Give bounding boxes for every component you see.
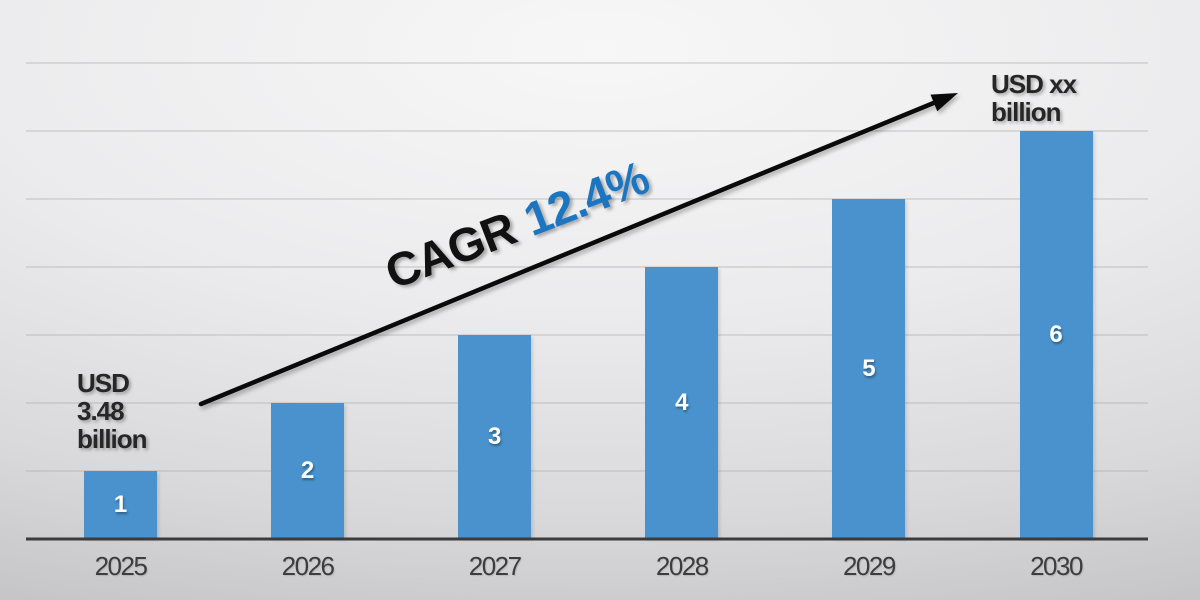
first-bar-value-annotation: USD 3.48 billion <box>77 368 148 454</box>
cagr-annotation: CAGR12.4% <box>378 150 656 299</box>
annotation-line: 3.48 <box>77 396 125 426</box>
bar-value-label: 6 <box>1049 320 1063 348</box>
bar: 6 <box>1019 131 1093 538</box>
bar: 2 <box>271 403 345 538</box>
x-tick-label: 2029 <box>842 551 896 581</box>
x-tick-label: 2027 <box>468 551 522 581</box>
annotation-line: USD <box>77 368 130 398</box>
bar: 1 <box>84 471 157 538</box>
bar-value-label: 4 <box>675 388 689 416</box>
trend-arrow-head-icon <box>930 93 958 112</box>
trend-arrow-shaft <box>198 99 939 407</box>
cagr-label: CAGR <box>378 201 523 299</box>
cagr-value: 12.4% <box>516 150 656 246</box>
annotation-line: USD xx <box>991 69 1077 99</box>
annotation-line: billion <box>77 424 148 454</box>
x-tick-label: 2028 <box>655 551 709 581</box>
annotation-line: billion <box>991 97 1062 127</box>
bar-value-label: 5 <box>862 354 876 382</box>
x-tick-label: 2025 <box>94 551 148 581</box>
bar: 5 <box>832 199 906 538</box>
bar-value-label: 2 <box>300 456 315 484</box>
x-tick-label: 2026 <box>281 551 335 581</box>
bar: 3 <box>458 335 532 538</box>
last-bar-value-annotation: USD xx billion <box>991 69 1077 127</box>
x-tick-label: 2030 <box>1030 551 1083 581</box>
bar: 4 <box>645 267 719 538</box>
bar-value-label: 3 <box>488 422 502 450</box>
bar-value-label: 1 <box>113 490 128 518</box>
